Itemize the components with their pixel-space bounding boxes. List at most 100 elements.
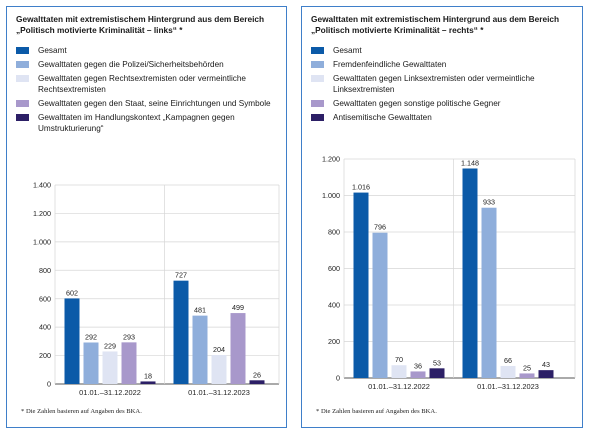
x-tick-label: 01.01.–31.12.2023: [477, 382, 539, 391]
data-label: 53: [433, 358, 441, 367]
bar: [64, 298, 80, 384]
bar: [353, 192, 369, 378]
legend-swatch: [16, 61, 29, 68]
legend-label: Gewalttaten gegen die Polizei/Sicherheit…: [38, 60, 224, 69]
chart-legend: Gesamt Gewalttaten gegen die Polizei/Sich…: [16, 45, 280, 137]
bar: [102, 351, 118, 384]
data-label: 1.148: [461, 158, 479, 167]
legend-label: Gewalttaten gegen Rechtsextremisten oder…: [38, 74, 246, 94]
data-label: 204: [213, 345, 225, 354]
bar: [481, 207, 497, 378]
y-tick-label: 800: [39, 266, 51, 275]
legend-label: Gesamt: [38, 46, 67, 55]
footnote: * Die Zahlen basieren auf Angaben des BK…: [21, 408, 142, 415]
x-tick-label: 01.01.–31.12.2023: [188, 388, 250, 397]
y-tick-label: 1.200: [322, 155, 340, 164]
legend-item: Gewalttaten gegen die Polizei/Sicherheit…: [16, 59, 280, 70]
bar: [429, 368, 445, 378]
legend-label: Gewalttaten gegen den Staat, seine Einri…: [38, 99, 271, 108]
y-tick-label: 0: [47, 380, 51, 389]
legend-swatch: [16, 100, 29, 107]
chart-panel-rechts: Gewalttaten mit extremistischem Hintergr…: [301, 6, 583, 428]
data-label: 499: [232, 303, 244, 312]
y-tick-label: 800: [328, 228, 340, 237]
data-label: 481: [194, 306, 206, 315]
data-label: 70: [395, 355, 403, 364]
data-label: 292: [85, 332, 97, 341]
data-label: 43: [542, 360, 550, 369]
y-tick-label: 400: [328, 301, 340, 310]
data-label: 66: [504, 356, 512, 365]
data-label: 229: [104, 341, 116, 350]
legend-item: Gesamt: [311, 45, 576, 56]
chart-legend: Gesamt Fremdenfeindliche Gewalttaten Gewal…: [311, 45, 576, 126]
chart-panel-links: Gewalttaten mit extremistischem Hintergr…: [6, 6, 287, 428]
y-tick-label: 1.000: [322, 191, 340, 200]
legend-label: Gesamt: [333, 46, 362, 55]
bar: [519, 373, 535, 378]
data-label: 1.016: [352, 183, 370, 192]
data-label: 293: [123, 332, 135, 341]
y-tick-label: 1.200: [33, 209, 51, 218]
bar: [500, 365, 516, 378]
bar: [249, 380, 265, 384]
legend-item: Gewalttaten gegen den Staat, seine Einri…: [16, 98, 280, 109]
legend-item: Gewalttaten gegen Rechtsextremisten oder…: [16, 73, 280, 95]
data-label: 796: [374, 223, 386, 232]
legend-swatch: [16, 75, 29, 82]
legend-label: Gewalttaten gegen Linksextremisten oder …: [333, 74, 535, 94]
data-label: 26: [253, 370, 261, 379]
x-tick-label: 01.01.–31.12.2022: [79, 388, 141, 397]
y-tick-label: 0: [336, 374, 340, 383]
chart-svg: 0 200 400 600 800 1.000 1.200 1.400 602 292 229 293…: [33, 181, 280, 397]
legend-label: Antisemitische Gewalttaten: [333, 113, 432, 122]
bar: [211, 355, 227, 384]
chart-title: Gewalttaten mit extremistischem Hintergr…: [311, 14, 560, 35]
legend-item: Gesamt: [16, 45, 280, 56]
data-label: 25: [523, 363, 531, 372]
bar: [410, 371, 426, 378]
data-label: 727: [175, 271, 187, 280]
legend-swatch: [16, 47, 29, 54]
legend-swatch: [311, 47, 324, 54]
y-tick-label: 600: [328, 264, 340, 273]
bar-chart: 0 200 400 600 800 1.000 1.200 1.016 796 70 36 53 01.…: [302, 153, 584, 395]
bar: [121, 342, 137, 384]
legend-label: Gewalttaten gegen sonstige politische Ge…: [333, 99, 501, 108]
legend-swatch: [311, 100, 324, 107]
data-label: 36: [414, 361, 422, 370]
x-tick-label: 01.01.–31.12.2022: [368, 382, 430, 391]
legend-item: Antisemitische Gewalttaten: [311, 112, 576, 123]
bar: [173, 280, 189, 384]
data-label: 18: [144, 371, 152, 380]
legend-label: Fremdenfeindliche Gewalttaten: [333, 60, 447, 69]
footnote: * Die Zahlen basieren auf Angaben des BK…: [316, 408, 437, 415]
chart-title: Gewalttaten mit extremistischem Hintergr…: [16, 14, 265, 35]
legend-swatch: [311, 61, 324, 68]
legend-item: Fremdenfeindliche Gewalttaten: [311, 59, 576, 70]
bar: [538, 370, 554, 378]
legend-swatch: [16, 114, 29, 121]
y-tick-label: 200: [39, 351, 51, 360]
legend-swatch: [311, 114, 324, 121]
legend-swatch: [311, 75, 324, 82]
bar: [391, 365, 407, 378]
bar-chart: 0 200 400 600 800 1.000 1.200 1.400 602 292 229 293…: [7, 179, 288, 399]
legend-label: Gewalttaten im Handlungskontext „Kampagn…: [38, 113, 235, 133]
y-tick-label: 1.000: [33, 237, 51, 246]
data-label: 933: [483, 198, 495, 207]
legend-item: Gewalttaten im Handlungskontext „Kampagn…: [16, 112, 280, 134]
bar: [83, 342, 99, 384]
bar: [230, 313, 246, 384]
y-tick-label: 600: [39, 294, 51, 303]
bar: [192, 315, 208, 384]
y-tick-label: 200: [328, 337, 340, 346]
bar: [372, 232, 388, 378]
legend-item: Gewalttaten gegen sonstige politische Ge…: [311, 98, 576, 109]
legend-item: Gewalttaten gegen Linksextremisten oder …: [311, 73, 576, 95]
chart-svg: 0 200 400 600 800 1.000 1.200 1.016 796 70 36 53 01.…: [322, 155, 576, 391]
y-tick-label: 400: [39, 323, 51, 332]
y-tick-label: 1.400: [33, 181, 51, 190]
bar: [140, 381, 156, 384]
data-label: 602: [66, 288, 78, 297]
